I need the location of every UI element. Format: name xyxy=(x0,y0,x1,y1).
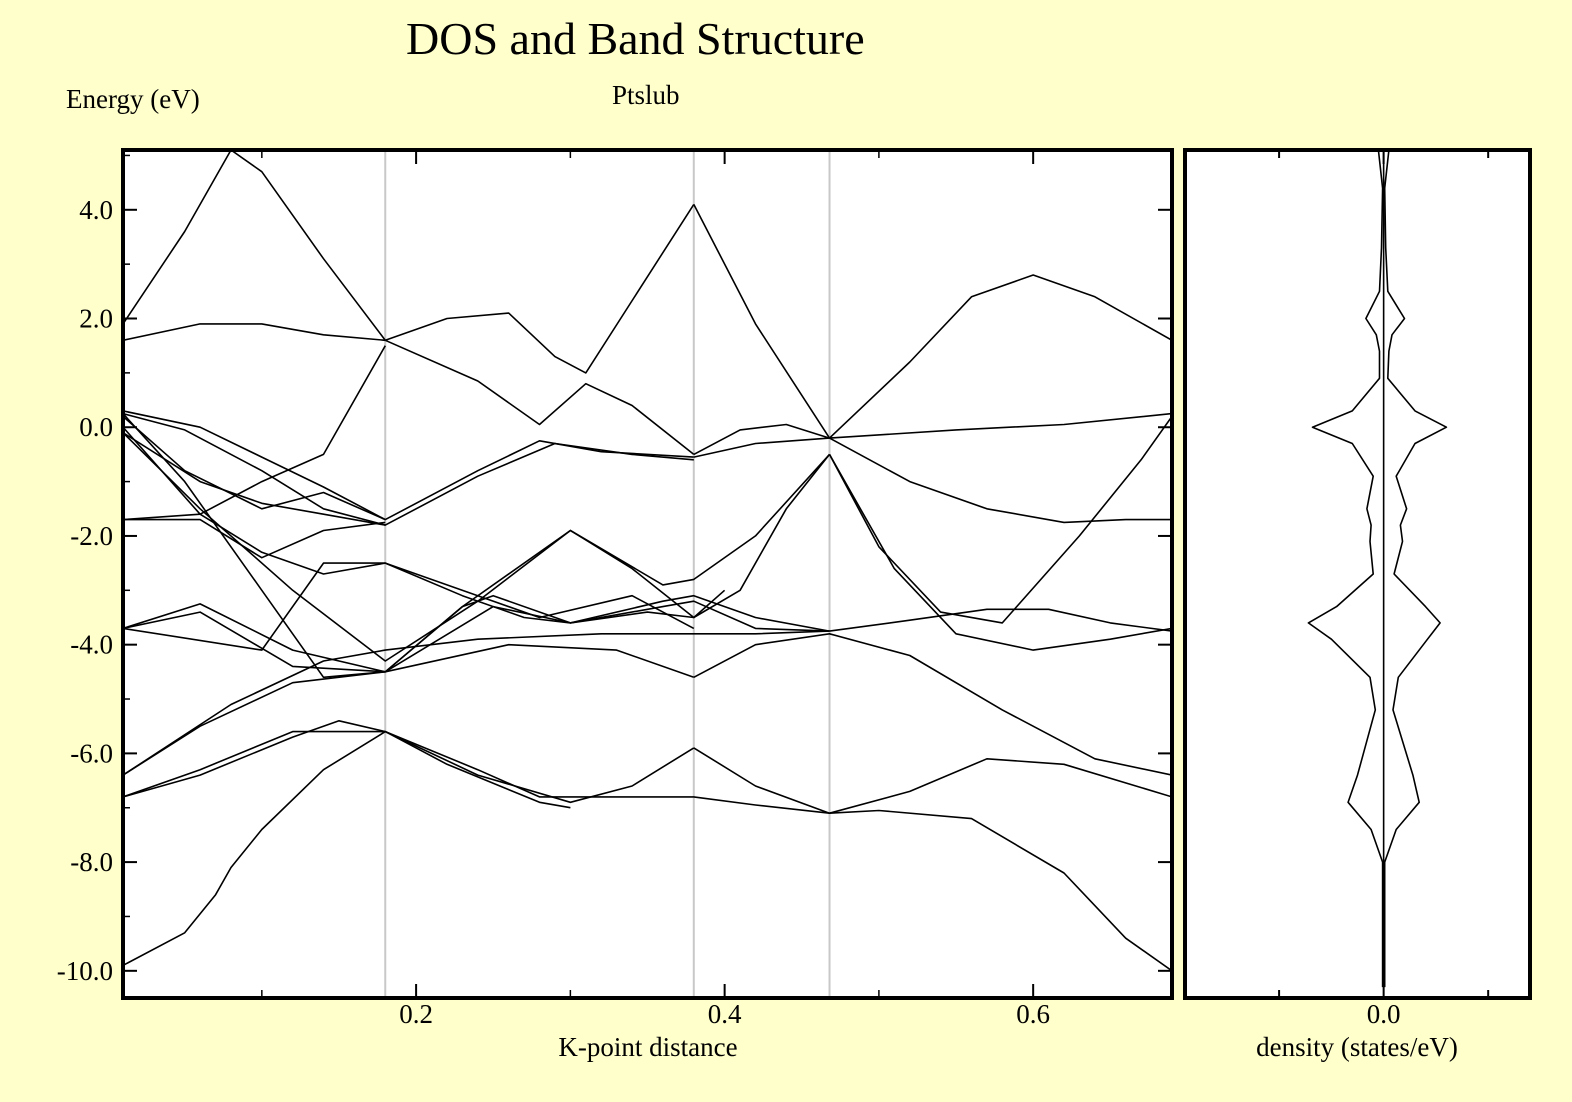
band-line xyxy=(693,423,830,456)
y-axis-label: Energy (eV) xyxy=(66,84,200,114)
chart-subtitle: Ptslub xyxy=(612,80,680,110)
band-line xyxy=(829,437,1172,524)
x-tick-label: 0.4 xyxy=(708,999,742,1029)
band-plot-area xyxy=(123,150,1172,998)
band-line xyxy=(123,345,386,521)
dos-x-tick-label: 0.0 xyxy=(1367,999,1401,1029)
band-line xyxy=(123,518,386,559)
band-line xyxy=(693,632,1172,776)
band-line xyxy=(123,730,571,809)
band-line xyxy=(123,323,386,342)
band-line xyxy=(385,203,695,374)
dos-line xyxy=(1307,149,1384,988)
y-tick-label: -6.0 xyxy=(70,738,113,768)
band-line xyxy=(828,454,1172,651)
band-line xyxy=(123,413,831,679)
y-tick-label: 2.0 xyxy=(79,304,113,334)
dos-panel: 0.0 xyxy=(1183,148,1532,1029)
band-line xyxy=(123,562,726,651)
band-line xyxy=(693,204,831,439)
band-line xyxy=(123,730,386,967)
dos-plot-area xyxy=(1185,150,1530,998)
band-line xyxy=(123,410,386,521)
band-x-axis-label: K-point distance xyxy=(558,1032,737,1062)
y-tick-label: 4.0 xyxy=(79,195,113,225)
chart-title: DOS and Band Structure xyxy=(406,13,865,64)
band-line xyxy=(829,412,1172,439)
band-line xyxy=(828,415,1172,624)
dos-line xyxy=(1383,149,1448,988)
y-tick-label: -2.0 xyxy=(70,521,113,551)
x-tick-label: 0.6 xyxy=(1016,999,1050,1029)
band-line xyxy=(693,437,830,458)
band-line xyxy=(829,608,1172,632)
band-line xyxy=(123,594,830,673)
dos-plot-frame xyxy=(1183,148,1532,1000)
y-tick-label: -4.0 xyxy=(70,630,113,660)
band-line xyxy=(123,630,830,776)
y-tick-label: -10.0 xyxy=(57,956,113,986)
band-line xyxy=(384,730,1172,972)
band-plot-frame xyxy=(121,148,1174,1000)
band-lines xyxy=(123,150,1172,972)
band-line xyxy=(123,432,831,662)
y-tick-label: -8.0 xyxy=(70,847,113,877)
y-tick-label: 0.0 xyxy=(79,412,113,442)
band-line xyxy=(693,747,1172,815)
x-tick-label: 0.2 xyxy=(399,999,433,1029)
band-line xyxy=(123,412,386,526)
band-structure-panel: 4.0 2.0 0.0 -2.0 -4.0 -6.0 -8.0 -10.0 0.2 0.4 0.6 xyxy=(57,148,1174,1029)
band-line xyxy=(123,426,695,630)
band-line xyxy=(384,339,695,456)
band-line xyxy=(828,274,1172,439)
band-line xyxy=(123,150,386,341)
dos-x-axis-label: density (states/eV) xyxy=(1256,1032,1458,1062)
